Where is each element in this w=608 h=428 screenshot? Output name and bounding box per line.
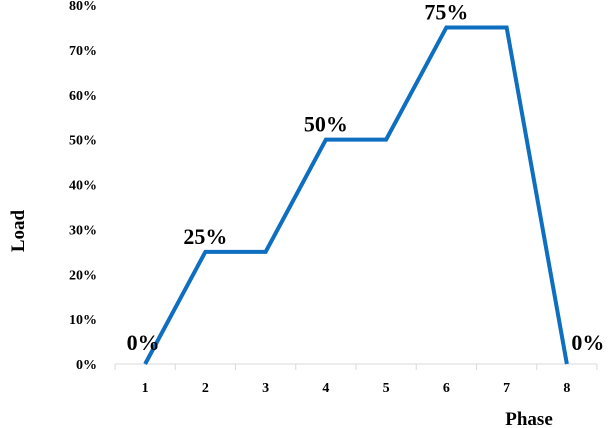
data-label: 75% — [424, 0, 468, 24]
y-tick-label: 80% — [69, 0, 97, 14]
x-tick-label: 6 — [443, 381, 450, 396]
x-tick-label: 5 — [383, 381, 390, 396]
y-axis-ticks: 0% 10% 20% 30% 40% 50% 60% 70% 80% — [69, 0, 97, 373]
y-axis-title: Load — [8, 209, 29, 252]
x-tick-label: 1 — [142, 381, 149, 396]
x-tick-label: 4 — [322, 381, 329, 396]
x-tick-label: 2 — [202, 381, 209, 396]
data-label: 50% — [304, 112, 348, 137]
data-labels: 0% 25% 50% 75% 0% — [127, 0, 605, 355]
y-tick-label: 70% — [69, 44, 97, 59]
x-tick-label: 3 — [262, 381, 269, 396]
x-tick-label: 7 — [503, 381, 510, 396]
y-tick-label: 50% — [69, 134, 97, 149]
data-label: 0% — [127, 330, 160, 355]
x-tick-label: 8 — [563, 381, 570, 396]
data-label: 25% — [183, 224, 227, 249]
data-label: 0% — [571, 330, 604, 355]
y-tick-label: 60% — [69, 89, 97, 104]
y-tick-label: 10% — [69, 313, 97, 328]
y-tick-label: 0% — [76, 358, 97, 373]
x-axis-ticks: 1 2 3 4 5 6 7 8 — [114, 364, 598, 396]
x-axis-title: Phase — [505, 409, 553, 428]
y-tick-label: 30% — [69, 223, 97, 238]
y-tick-label: 20% — [69, 268, 97, 283]
load-series-line — [143, 25, 569, 365]
y-tick-label: 40% — [69, 179, 97, 194]
